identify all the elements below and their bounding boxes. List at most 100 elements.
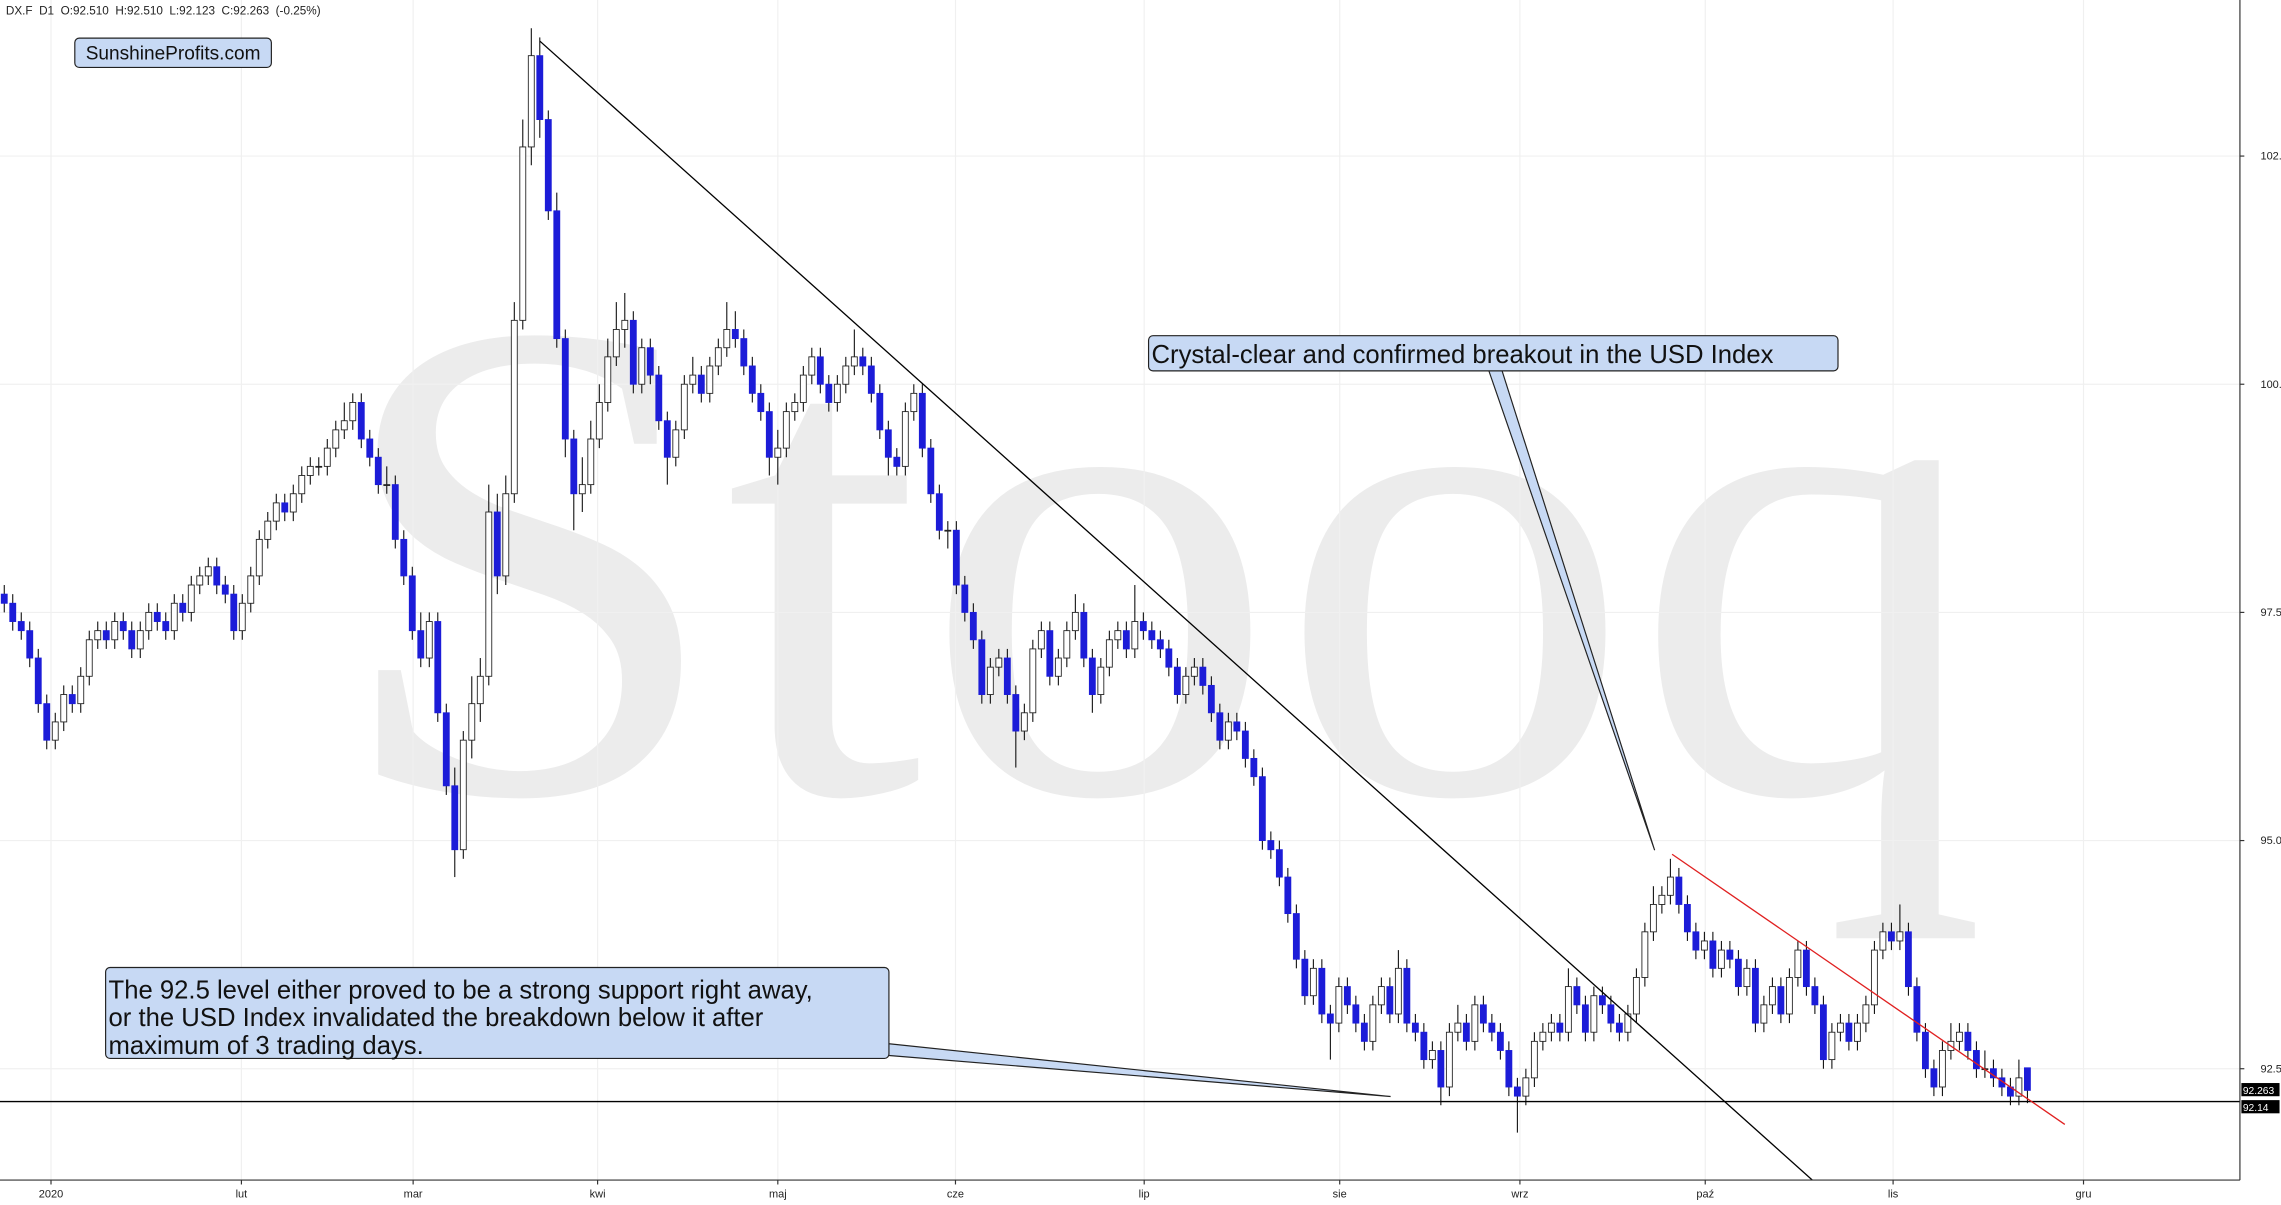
candle-body [1581, 1004, 1589, 1033]
candle-body [782, 411, 790, 449]
candle-body [1411, 1022, 1419, 1033]
candle-body [153, 611, 161, 622]
candle-body [502, 493, 510, 577]
candle-body [1012, 694, 1020, 732]
candle-body [1709, 940, 1717, 969]
candle-body [323, 447, 331, 467]
candle-body [1471, 1004, 1479, 1042]
candle-body [1530, 1040, 1538, 1079]
candle-body [136, 630, 144, 650]
annotation-text: The 92.5 level either proved to be a str… [109, 976, 813, 1004]
x-tick-label: kwi [590, 1189, 606, 1201]
candle-body [43, 703, 51, 741]
candle-body [748, 365, 756, 394]
candle-body [1666, 876, 1674, 896]
annotation-box [1147, 335, 1839, 372]
candle-body [1751, 967, 1759, 1024]
candle-body [570, 438, 578, 495]
candle-body [1054, 657, 1062, 677]
candle-body [629, 319, 637, 385]
candle-body [723, 329, 731, 349]
candle-body [1224, 721, 1232, 741]
candle-body [400, 538, 408, 577]
candle-body [459, 739, 467, 851]
y-tick-label: 92.50 [2260, 1063, 2281, 1075]
candle-body [247, 575, 255, 604]
candle-body [1513, 1086, 1521, 1097]
candle-body [1794, 949, 1802, 978]
plot-area [0, 28, 2240, 1181]
candle-body [1828, 1031, 1836, 1061]
candle-body [77, 675, 85, 705]
candle-body [1097, 666, 1105, 695]
grid [0, 0, 2240, 1181]
candle-body [1131, 621, 1139, 650]
x-tick-label: 2020 [39, 1189, 63, 1201]
candle-body [1360, 1022, 1368, 1042]
candle-body [1284, 876, 1292, 915]
candle-body [1590, 995, 1598, 1033]
candle-body [145, 611, 153, 632]
candle-body [162, 621, 170, 632]
candle-body [1241, 730, 1249, 759]
candle-body [0, 593, 8, 604]
candle-body [638, 347, 646, 385]
candle-body [884, 429, 892, 458]
candle-body [204, 566, 212, 577]
candle-body [102, 630, 110, 641]
candle-body [1488, 1022, 1496, 1033]
candle-body [485, 511, 493, 677]
candle-body [1139, 621, 1147, 632]
candle-body [1692, 931, 1700, 951]
candle-body [468, 703, 476, 741]
annotation-text: maximum of 3 trading days. [109, 1032, 424, 1060]
candle-body [1632, 977, 1640, 1015]
candle-body [1301, 958, 1309, 997]
candle-body [1037, 630, 1045, 650]
candle-body [1275, 849, 1283, 878]
candle-body [298, 475, 306, 495]
candle-body [969, 611, 977, 641]
candle-body [1182, 675, 1190, 695]
candle-body [476, 675, 484, 705]
candle-body [731, 329, 739, 340]
candle-body [935, 493, 943, 531]
candle-body [1760, 1004, 1768, 1024]
y-tick-label: 100.00 [2260, 379, 2281, 391]
candle-body [1964, 1031, 1972, 1051]
x-tick-label: cze [947, 1189, 964, 1201]
candle-body [850, 356, 858, 367]
candle-body [1462, 1022, 1470, 1042]
candle-body [230, 593, 238, 632]
candle-body [791, 402, 799, 413]
candle-body [867, 365, 875, 394]
candle-body [1802, 949, 1810, 988]
candle-body [1046, 630, 1054, 677]
candle-body [680, 383, 688, 431]
candle-body [213, 566, 221, 586]
y-tick-label: 102.50 [2260, 151, 2281, 163]
candle-body [1496, 1031, 1504, 1051]
candle-body [1386, 986, 1394, 1015]
candle-body [306, 465, 314, 476]
candle-body [17, 621, 25, 632]
watermark: Stooq [330, 179, 1988, 943]
candle-body [1743, 967, 1751, 988]
candle-body [1088, 657, 1096, 695]
candle-body [697, 374, 705, 394]
candle-body [1564, 986, 1572, 1033]
candle-body [893, 456, 901, 467]
candle-body [859, 356, 867, 367]
candle-body [289, 493, 297, 513]
candle-body [553, 210, 561, 340]
candle-body [1335, 986, 1343, 1024]
candle-body [825, 383, 833, 403]
candle-body [1105, 639, 1113, 668]
candle-body [425, 621, 433, 659]
candle-body [1420, 1031, 1428, 1061]
candle-body [357, 402, 365, 440]
candle-body [332, 429, 340, 449]
candle-body [9, 602, 17, 622]
candle-body [34, 657, 42, 705]
